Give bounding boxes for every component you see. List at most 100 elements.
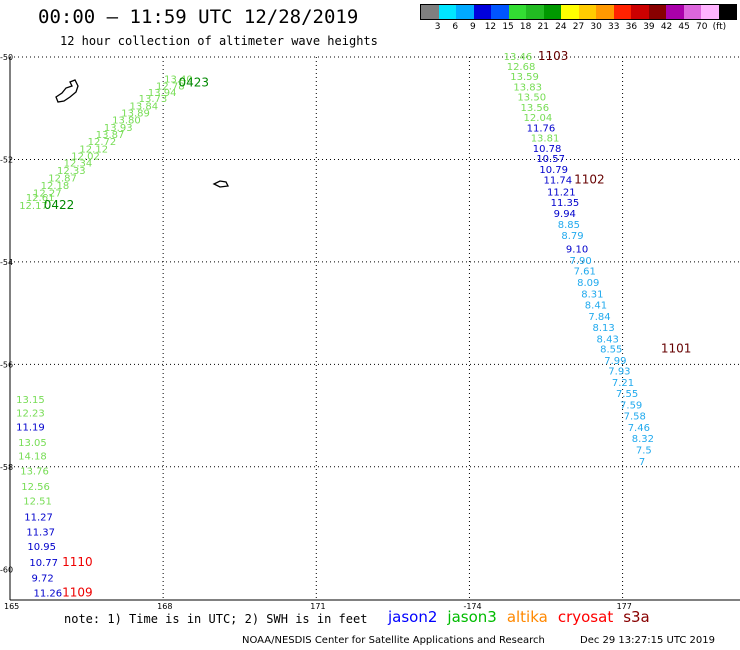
pass-time-label: 1109 <box>62 585 93 599</box>
pass-time-label: 1101 <box>661 342 692 356</box>
wave-height-label: 7.5 <box>636 445 652 456</box>
color-scale-label: 15 <box>502 22 514 32</box>
credit-text: NOAA/NESDIS Center for Satellite Applica… <box>242 635 545 646</box>
color-scale-label: 36 <box>625 22 638 32</box>
color-swatch <box>438 5 456 19</box>
wave-height-label: 13.81 <box>531 134 560 145</box>
pass-time-label: 1110 <box>62 555 93 569</box>
timestamp-text: Dec 29 13:27:15 UTC 2019 <box>580 635 715 646</box>
wave-height-label: 12.18 <box>41 181 70 192</box>
wave-height-label: 7.59 <box>620 400 642 411</box>
wave-height-label: 8.55 <box>600 345 622 356</box>
wave-height-label: 13.73 <box>139 94 168 105</box>
island-outline <box>55 79 79 103</box>
wave-height-label: 13.56 <box>520 103 549 114</box>
wave-height-label: 8.31 <box>581 289 603 300</box>
wave-height-label: 13.83 <box>513 82 542 93</box>
wave-height-label: 10.57 <box>536 154 565 165</box>
color-scale-label: 45 <box>678 22 690 32</box>
wave-height-label: 11.35 <box>551 198 580 209</box>
wave-height-label: 7 <box>639 457 645 468</box>
color-swatch <box>543 5 561 19</box>
color-scale-bar <box>420 4 737 20</box>
pass-time-label: 0423 <box>178 76 209 90</box>
wave-height-label: 13.15 <box>16 395 45 406</box>
wave-height-label: 13.93 <box>104 123 133 134</box>
wave-height-label: 13.94 <box>148 88 177 99</box>
wave-height-label: 9.10 <box>566 245 588 256</box>
wave-height-label: 12.72 <box>88 137 117 148</box>
wave-height-label: 7.55 <box>616 389 638 400</box>
wave-height-label: 12.17 <box>19 201 48 212</box>
wave-height-label: 13.76 <box>20 466 49 477</box>
wave-height-label: 8.09 <box>577 278 599 289</box>
wave-height-label: 8.79 <box>561 231 583 242</box>
wave-height-label: 11.26 <box>33 588 62 599</box>
color-swatch <box>508 5 526 19</box>
color-swatch <box>456 5 474 19</box>
wave-height-label: 13.80 <box>112 116 141 127</box>
wave-height-label: 13.87 <box>96 130 125 141</box>
island-outline <box>212 180 229 188</box>
wave-height-label: 7.93 <box>608 367 630 378</box>
wave-height-label: 11.21 <box>547 187 576 198</box>
color-scale-label: 12 <box>484 22 497 32</box>
wave-height-label: 11.76 <box>527 123 556 134</box>
wave-height-label: 7.84 <box>588 312 610 323</box>
color-scale-label: 18 <box>519 22 532 32</box>
color-scale-label: 70 <box>696 22 708 32</box>
wave-height-label: 7.61 <box>574 267 596 278</box>
wave-height-label: 10.77 <box>29 558 58 569</box>
wave-height-label: 7.21 <box>612 378 634 389</box>
wave-height-label: 10.79 <box>539 165 568 176</box>
color-swatch <box>561 5 579 19</box>
wave-height-label: 13.59 <box>510 72 539 83</box>
satellite-legend: jason2 jason3 altika cryosat s3a <box>388 608 660 626</box>
lon-tick-label: 171 <box>310 602 325 611</box>
color-swatch <box>631 5 649 19</box>
wave-height-label: 9.94 <box>554 209 576 220</box>
page-title: 00:00 – 11:59 UTC 12/28/2019 <box>38 6 359 28</box>
color-swatch <box>666 5 684 19</box>
wave-height-label: 13.46 <box>504 52 533 63</box>
pass-time-label: 1103 <box>538 49 569 63</box>
wave-height-label: 12.04 <box>524 113 553 124</box>
pass-time-label: 1102 <box>574 173 605 187</box>
wave-height-label: 7.58 <box>624 412 646 423</box>
color-scale-label: 27 <box>572 22 585 32</box>
wave-height-label: 8.85 <box>558 220 580 231</box>
lat-tick-label: -52 <box>0 155 13 164</box>
color-swatch <box>578 5 596 19</box>
wave-height-label: 8.13 <box>592 323 614 334</box>
color-scale-label: 9 <box>469 22 476 32</box>
wave-height-label: 12.27 <box>33 188 62 199</box>
wave-height-label: 7.46 <box>628 423 650 434</box>
lat-tick-label: -58 <box>0 463 13 472</box>
color-scale-label: (ft) <box>712 22 727 32</box>
color-scale-label: 6 <box>452 22 459 32</box>
satellite-jason2: jason2 <box>388 608 438 626</box>
wave-height-label: 10.78 <box>533 144 562 155</box>
wave-height-label: 11.37 <box>26 527 55 538</box>
wave-height-label: 11.19 <box>16 422 45 433</box>
satellite-altika: altika <box>506 608 548 626</box>
wave-height-label: 8.41 <box>585 301 607 312</box>
wave-height-label: 8.43 <box>597 334 619 345</box>
color-swatch <box>491 5 509 19</box>
color-swatch <box>473 5 491 19</box>
color-swatch <box>421 5 439 19</box>
color-scale-label: 3 <box>434 22 441 32</box>
color-scale-label: 24 <box>555 22 567 32</box>
wave-height-label: 13.40 <box>164 75 193 86</box>
wave-height-label: 7.99 <box>604 356 626 367</box>
lon-tick-label: 168 <box>157 602 172 611</box>
lon-tick-label: 165 <box>4 602 19 611</box>
lon-tick-label: -174 <box>463 602 481 611</box>
wave-height-label: 8.32 <box>632 434 654 445</box>
lat-tick-label: -60 <box>0 565 13 574</box>
color-swatch <box>613 5 631 19</box>
color-swatch <box>648 5 666 19</box>
wave-height-label: 12.34 <box>64 159 93 170</box>
lon-tick-label: 177 <box>617 602 632 611</box>
